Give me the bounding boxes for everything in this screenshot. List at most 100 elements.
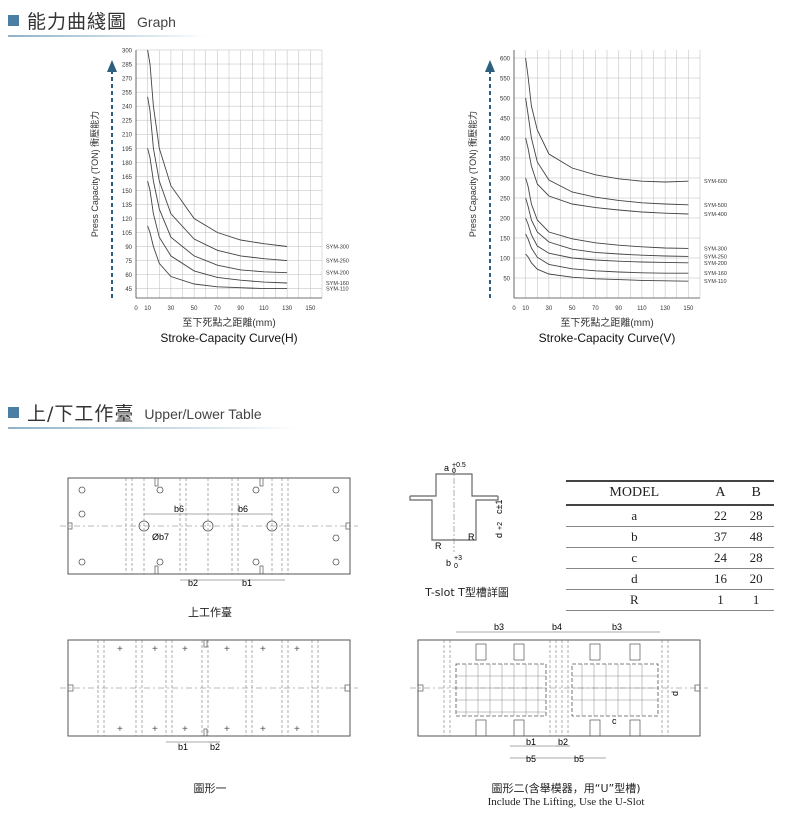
series-line-sym-200 bbox=[147, 148, 288, 274]
spec-cell: R bbox=[566, 589, 703, 611]
series-label-sym-250: SYM-250 bbox=[326, 259, 349, 265]
x-tick-label: 10 bbox=[144, 306, 151, 312]
series-line-sym-160 bbox=[525, 233, 689, 274]
tslot-d-label: d bbox=[494, 533, 504, 538]
svg-text:+: + bbox=[224, 724, 230, 735]
series-label-sym-500: SYM-500 bbox=[704, 203, 727, 209]
series-label-sym-160: SYM-160 bbox=[704, 271, 727, 277]
spec-cell: 48 bbox=[738, 526, 774, 548]
spec-cell: 16 bbox=[702, 568, 739, 590]
series-line-sym-600 bbox=[525, 57, 689, 183]
svg-text:+: + bbox=[182, 724, 188, 735]
y-tick-label: 75 bbox=[125, 259, 132, 265]
series-label-sym-400: SYM-400 bbox=[704, 212, 727, 218]
y-tick-label: 150 bbox=[500, 237, 511, 243]
y-tick-label: 350 bbox=[500, 157, 511, 163]
x-axis-title: 至下死點之距離(mm) bbox=[560, 316, 653, 329]
series-label-sym-200: SYM-200 bbox=[704, 261, 727, 267]
series-line-sym-300 bbox=[525, 177, 689, 249]
y-tick-label: 200 bbox=[500, 217, 511, 223]
upper-b1-label: b1 bbox=[242, 578, 252, 588]
graph-section-underline bbox=[8, 35, 208, 37]
table-row: b 37 48 bbox=[566, 526, 774, 548]
y-tick-label: 45 bbox=[125, 287, 132, 293]
tslot-a-tol-dn: 0 bbox=[452, 468, 456, 475]
spec-cell: 22 bbox=[702, 505, 739, 527]
tslot-a-label: a bbox=[444, 463, 449, 473]
spec-cell: 1 bbox=[702, 589, 739, 611]
table-row: d 16 20 bbox=[566, 568, 774, 590]
series-label-sym-300: SYM-300 bbox=[326, 245, 349, 251]
svg-text:+: + bbox=[224, 644, 230, 655]
y-tick-label: 120 bbox=[122, 217, 133, 223]
y-tick-label: 250 bbox=[500, 197, 511, 203]
x-tick-label: 30 bbox=[546, 306, 553, 312]
lower2-b2-label: b2 bbox=[558, 737, 568, 747]
chart-h: 45 60 75 90 105 120 135 150 165 180 195 210 225 240 25… bbox=[89, 49, 349, 346]
y-tick-label: 100 bbox=[500, 257, 511, 263]
lower-table-2-caption-zh: 圖形二(含舉模器，用“U”型槽) bbox=[491, 782, 641, 795]
svg-text:+: + bbox=[260, 724, 266, 735]
x-tick-label: 90 bbox=[615, 306, 622, 312]
series-label-sym-200: SYM-200 bbox=[326, 271, 349, 277]
spec-table-header-row: MODEL A B bbox=[566, 480, 774, 506]
y-tick-label: 105 bbox=[122, 231, 133, 237]
series-line-sym-110 bbox=[147, 225, 288, 290]
spec-cell: c bbox=[566, 547, 703, 569]
series-label-sym-160: SYM-160 bbox=[326, 281, 349, 287]
series-line-sym-110 bbox=[525, 253, 689, 282]
y-tick-label: 240 bbox=[122, 105, 133, 111]
spec-header-b: B bbox=[738, 480, 774, 506]
x-tick-label: 0 bbox=[512, 306, 516, 312]
tslot-c-label: c±1 bbox=[494, 500, 504, 514]
spec-cell: 24 bbox=[702, 547, 739, 569]
y-tick-label: 180 bbox=[122, 161, 133, 167]
x-tick-label: 0 bbox=[134, 306, 138, 312]
lower1-b2-label: b2 bbox=[210, 742, 220, 752]
y-tick-label: 400 bbox=[500, 137, 511, 143]
table-row: c 24 28 bbox=[566, 547, 774, 569]
svg-text:+: + bbox=[152, 724, 158, 735]
x-axis-title: 至下死點之距離(mm) bbox=[182, 316, 275, 329]
y-tick-label: 90 bbox=[125, 245, 132, 251]
lower2-b3-label-1: b3 bbox=[494, 622, 504, 632]
upper-b2-label: b2 bbox=[188, 578, 198, 588]
tslot-r-label-right: R bbox=[468, 532, 475, 542]
lower1-b1-label: b1 bbox=[178, 742, 188, 752]
series-label-sym-250: SYM-250 bbox=[704, 254, 727, 260]
axis-arrow-icon bbox=[107, 60, 117, 72]
y-tick-label: 285 bbox=[122, 63, 133, 69]
y-tick-label: 210 bbox=[122, 133, 133, 139]
lower2-b5-label-2: b5 bbox=[574, 754, 584, 764]
y-tick-label: 270 bbox=[122, 77, 133, 83]
chart-title: Stroke-Capacity Curve(V) bbox=[539, 331, 676, 345]
tslot-b-tol-dn: 0 bbox=[454, 563, 458, 570]
table-title-zh: 上/下工作臺 bbox=[27, 402, 135, 425]
y-tick-label: 300 bbox=[122, 49, 133, 55]
spec-header-a: A bbox=[702, 480, 739, 506]
table-title-en: Upper/Lower Table bbox=[144, 405, 262, 422]
lower2-b1-label: b1 bbox=[526, 737, 536, 747]
tslot-r-label-left: R bbox=[435, 541, 442, 551]
upper-table-drawing: b6 b6 Øb7 b2 b1 bbox=[60, 477, 358, 588]
y-tick-label: 450 bbox=[500, 117, 511, 123]
tslot-d-tol-up: +2 bbox=[497, 522, 504, 530]
graph-title-en: Graph bbox=[137, 13, 176, 30]
x-tick-label: 150 bbox=[305, 306, 316, 312]
y-tick-label: 600 bbox=[500, 57, 511, 63]
spec-cell: 1 bbox=[738, 589, 774, 611]
series-label-sym-300: SYM-300 bbox=[704, 246, 727, 252]
series-line-sym-160 bbox=[147, 180, 288, 284]
series-label-sym-110: SYM-110 bbox=[704, 279, 727, 285]
y-tick-label: 60 bbox=[125, 273, 132, 279]
svg-text:+: + bbox=[260, 644, 266, 655]
series-line-sym-500 bbox=[525, 97, 689, 206]
x-tick-label: 90 bbox=[237, 306, 244, 312]
chart-grid bbox=[514, 50, 701, 298]
y-axis-title: Press Capacity (TON) 衝壓能力 bbox=[467, 111, 478, 237]
upper-b6-label-1: b6 bbox=[174, 504, 184, 514]
spec-cell: 37 bbox=[702, 526, 739, 548]
svg-text:+: + bbox=[294, 644, 300, 655]
lower2-c-label: c bbox=[612, 716, 617, 726]
lower-table-1-drawing: + + + + + + + + + + + + b1 b2 bbox=[60, 639, 358, 752]
